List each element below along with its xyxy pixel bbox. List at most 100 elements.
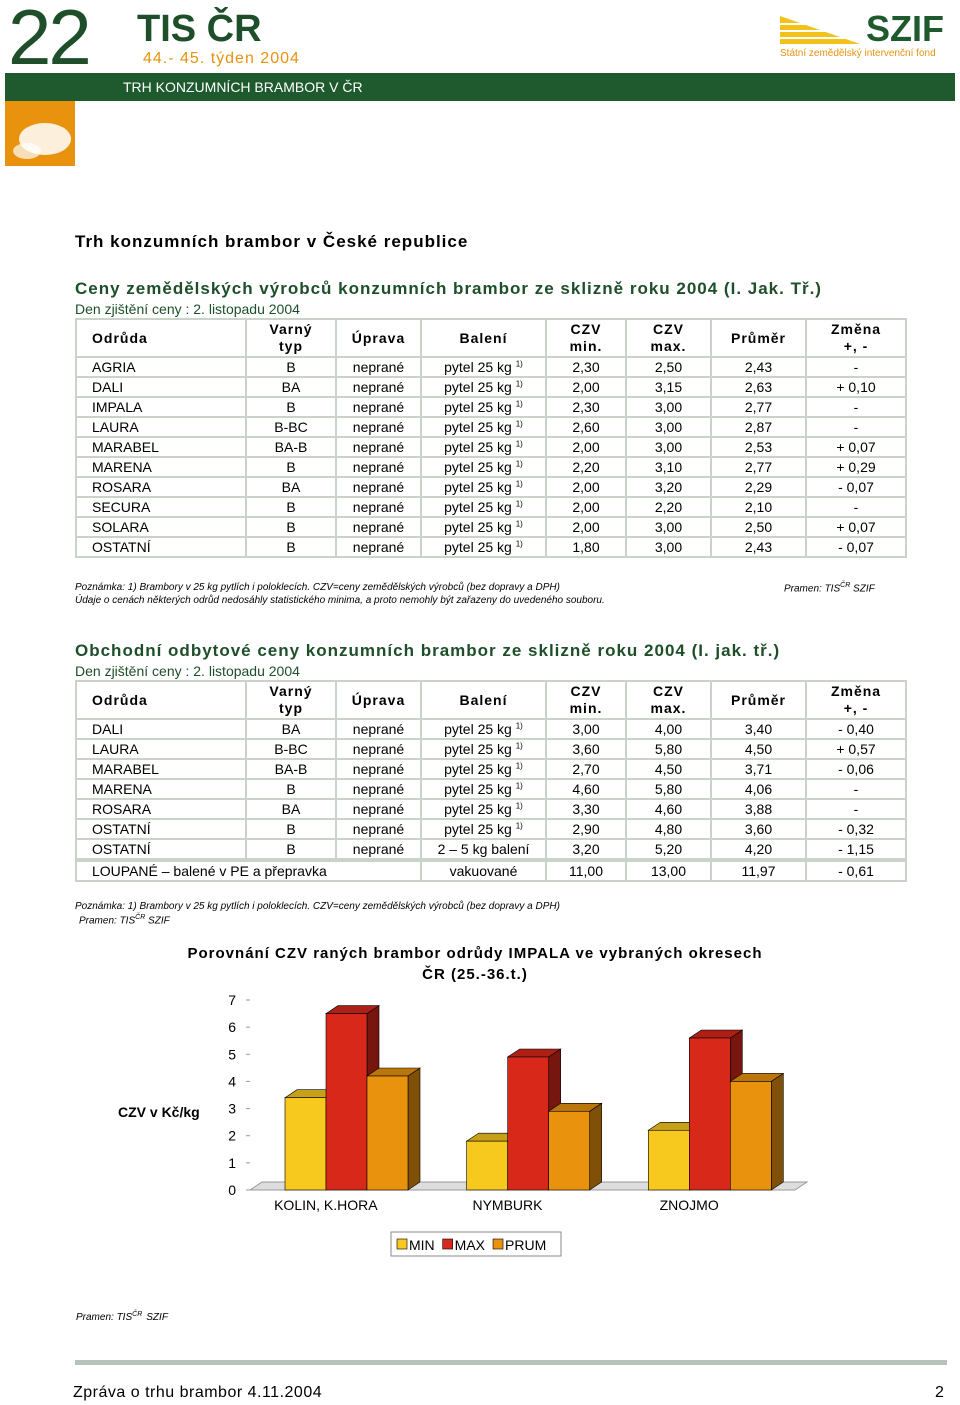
source-text: Pramen: TIS — [76, 1312, 132, 1323]
cell: 2,87 — [710, 416, 807, 438]
header-cell: CZV min. — [545, 318, 627, 358]
cell: 1,80 — [545, 536, 627, 558]
header-cell: Odrůda — [75, 318, 247, 358]
cell-text: - 1,15 — [838, 841, 874, 857]
cell: BA — [245, 798, 337, 820]
cell: + 0,07 — [805, 516, 907, 538]
cell: 2,70 — [545, 758, 627, 780]
header-text: typ — [279, 338, 303, 354]
header-text: Odrůda — [92, 329, 148, 346]
cell: pytel 25 kg 1) — [420, 496, 547, 518]
table-title: Ceny zemědělských výrobců konzumních bra… — [75, 279, 822, 298]
cell-text: 5,80 — [654, 741, 683, 757]
legend-label: MIN — [409, 1237, 435, 1253]
cell-text: pytel 25 kg — [444, 359, 512, 375]
cell-text: pytel 25 kg — [444, 741, 512, 757]
footnote-mark: 1) — [515, 761, 523, 771]
cell-text: pytel 25 kg — [444, 499, 512, 515]
cell: B-BC — [245, 738, 337, 760]
szif-stripes — [780, 16, 860, 44]
cell: 3,00 — [625, 396, 712, 418]
cell-text: BA — [281, 379, 301, 395]
cell-text: pytel 25 kg — [444, 419, 512, 435]
cell: MARENA — [75, 778, 247, 800]
cell: vakuované — [420, 858, 547, 882]
cell-text: pytel 25 kg — [444, 721, 512, 737]
band — [5, 73, 955, 101]
cell: neprané — [335, 536, 422, 558]
cell: neprané — [335, 416, 422, 438]
row: DALI BA neprané pytel 25 kg 1) 2,00 3,15 2,63 +… — [75, 376, 907, 398]
source: Pramen: TISČR SZIF — [784, 582, 875, 594]
table-title: Obchodní odbytové ceny konzumních brambo… — [75, 641, 781, 660]
cell: 3,40 — [710, 718, 807, 740]
cell-text: 3,00 — [572, 721, 600, 737]
cell-text: 2,87 — [744, 419, 773, 435]
cell-text: 2,00 — [572, 519, 600, 535]
cell: 4,00 — [625, 718, 712, 740]
table-date: Den zjištění ceny : 2. listopadu 2004 — [75, 301, 300, 317]
source-text: ČR — [840, 582, 851, 589]
cell: 3,20 — [545, 838, 627, 861]
cell: 3,15 — [625, 376, 712, 398]
cell-text: 2,53 — [744, 439, 773, 455]
footnote-mark: 1) — [515, 499, 523, 509]
cell-text: AGRIA — [92, 359, 136, 375]
bar — [466, 1140, 508, 1191]
page-number: 2 — [935, 1384, 944, 1401]
header-cell: Změna +, - — [805, 680, 907, 720]
cell: LOUPANÉ – balené v PE a přepravka — [75, 858, 422, 882]
source-text: SZIF — [146, 1312, 169, 1323]
header-row: Odrůda Varný typ Úprava Balení CZV min. CZV max.… — [75, 318, 907, 358]
cell: B — [245, 496, 337, 518]
row: MARABEL BA-B neprané pytel 25 kg 1) 2,00 3,00… — [75, 436, 907, 458]
cell-text: neprané — [352, 499, 405, 515]
cell-text: 3,20 — [572, 841, 600, 857]
cell: pytel 25 kg 1) — [420, 516, 547, 538]
cell: neprané — [335, 838, 422, 861]
cell: neprané — [335, 738, 422, 760]
summary-row: LOUPANÉ – balené v PE a přepravka vakuova… — [75, 858, 907, 882]
cell: 5,20 — [625, 838, 712, 861]
cell-text: 3,15 — [654, 379, 683, 395]
source-text: SZIF — [148, 915, 170, 927]
footnote-mark: 1) — [515, 821, 523, 831]
header-cell: Průměr — [710, 318, 807, 358]
row: MARABEL BA-B neprané pytel 25 kg 1) 2,70 4,50… — [75, 758, 907, 780]
x-tick-label: NYMBURK — [472, 1197, 543, 1213]
header-cell: Úprava — [335, 318, 422, 358]
cell-text: - — [853, 359, 859, 375]
y-tick-label: 2 — [228, 1128, 236, 1144]
cell: MARENA — [75, 456, 247, 478]
bar — [730, 1081, 772, 1191]
cell-text: + 0,07 — [836, 519, 876, 535]
szif-logo: SZIF — [866, 8, 944, 49]
cell: 4,50 — [710, 738, 807, 760]
bar-side — [589, 1102, 602, 1191]
header-text: CZV — [570, 321, 602, 337]
cell-text: 2,63 — [744, 379, 773, 395]
cell-text: 3,00 — [654, 399, 683, 415]
cell-text: 1,80 — [572, 539, 600, 555]
cell: 2,20 — [545, 456, 627, 478]
footnote-mark: 1) — [515, 721, 523, 731]
cell: pytel 25 kg 1) — [420, 436, 547, 458]
bar — [366, 1075, 409, 1191]
header-text: Změna — [830, 683, 882, 699]
cell-text: B — [286, 499, 296, 515]
source-text: SZIF — [853, 583, 875, 595]
cell: 4,60 — [545, 778, 627, 800]
cell-text: 3,10 — [654, 459, 683, 475]
header-text: Varný — [269, 321, 313, 337]
cell-text: - — [853, 419, 859, 435]
cell-text: + 0,10 — [836, 379, 876, 395]
cell: 3,20 — [625, 476, 712, 498]
legend-label: MAX — [455, 1237, 486, 1253]
cell: 3,00 — [625, 536, 712, 558]
cell: - 0,07 — [805, 536, 907, 558]
cell-text: B — [286, 781, 296, 797]
chart: Porovnání CZV raných brambor odrůdy IMPA… — [76, 945, 809, 1323]
cell-text: neprané — [352, 801, 405, 817]
